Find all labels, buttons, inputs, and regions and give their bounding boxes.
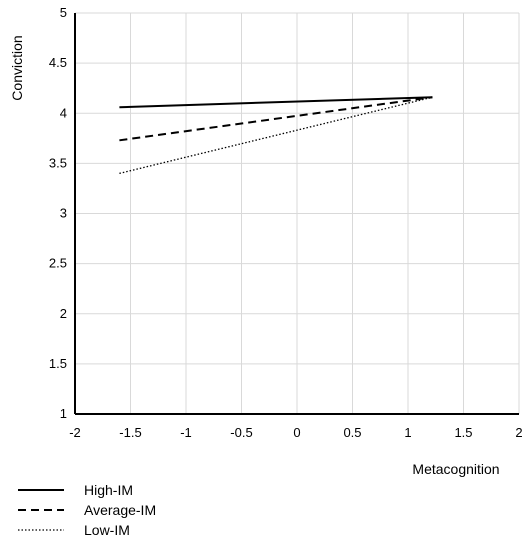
x-tick-label: 0.5 [343, 425, 361, 440]
y-tick-label: 3.5 [49, 155, 67, 170]
series-line-average-im [119, 96, 433, 142]
x-tick-label: 0 [293, 425, 300, 440]
y-tick-label: 1.5 [49, 356, 67, 371]
x-tick-label: 1.5 [454, 425, 472, 440]
x-tick-label: -2 [69, 425, 81, 440]
series-line-high-im [119, 96, 433, 109]
legend: High-IM Average-IM Low-IM [18, 482, 156, 538]
y-tick-label: 1 [60, 406, 67, 421]
grid-layer [75, 12, 520, 414]
series-lines [119, 96, 433, 175]
y-tick-label: 2.5 [49, 256, 67, 271]
x-axis-title: Metacognition [412, 461, 499, 477]
y-tick-label: 3 [60, 206, 67, 221]
x-tick-label: -0.5 [230, 425, 252, 440]
y-tick-label: 2 [60, 306, 67, 321]
y-axis-title: Conviction [9, 35, 25, 100]
y-tick-label: 4 [60, 105, 67, 120]
y-tick-label: 4.5 [49, 55, 67, 70]
x-tick-label: 1 [404, 425, 411, 440]
y-tick-label: 5 [60, 5, 67, 20]
tick-labels: -2 -1.5 -1 -0.5 0 0.5 1 1.5 2 1 1.5 2 2.5 3 3.5 4 4.5 5 [49, 5, 523, 440]
legend-label: High-IM [84, 482, 133, 498]
legend-label: Average-IM [84, 502, 156, 518]
x-tick-label: -1.5 [119, 425, 141, 440]
x-tick-label: -1 [180, 425, 192, 440]
x-tick-label: 2 [515, 425, 522, 440]
axes-layer [74, 13, 519, 415]
legend-label: Low-IM [84, 522, 130, 538]
series-line-low-im [119, 96, 433, 175]
